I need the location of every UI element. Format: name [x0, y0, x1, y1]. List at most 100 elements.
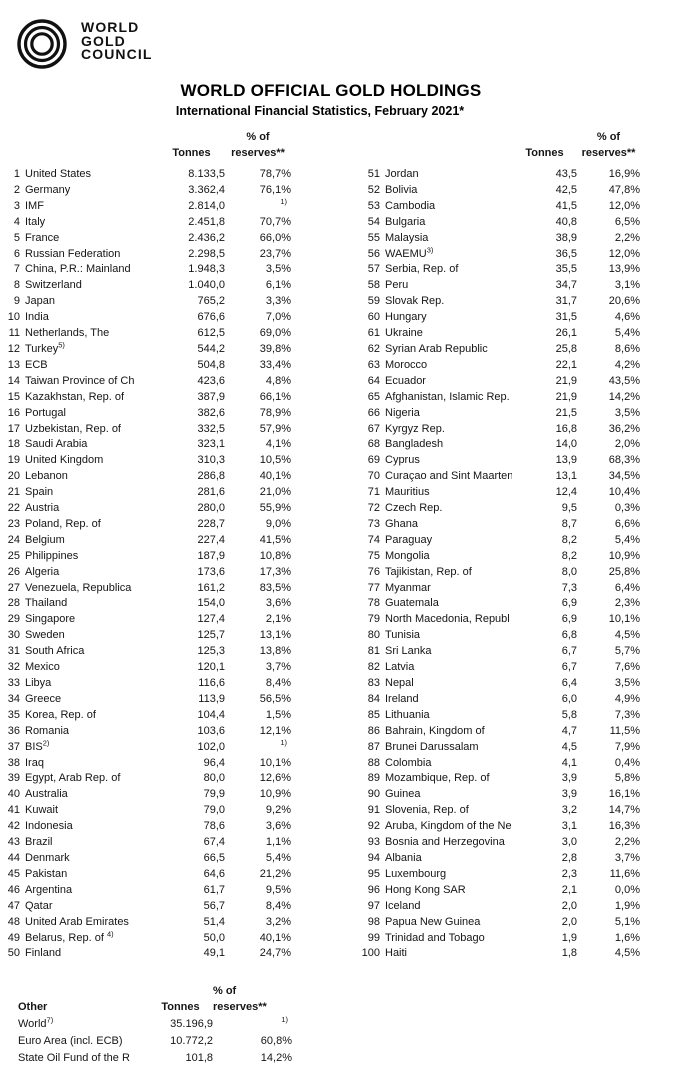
pct-reserves-value: 3,2%	[265, 915, 291, 928]
holder-name: Kyrgyz Rep.	[385, 422, 445, 435]
concentric-circles-icon	[17, 19, 67, 69]
pct-reserves-value: 6,5%	[614, 215, 640, 228]
table-row: 12 Turkey5) 544,2 39,8%	[6, 342, 291, 358]
table-row: 20 Lebanon 286,8 40,1%	[6, 469, 291, 485]
holder-name: State Oil Fund of the R	[18, 1051, 130, 1064]
tonnes-value: 79,0	[203, 804, 225, 817]
tonnes-value: 21,9	[555, 374, 577, 387]
row-rank: 43	[7, 836, 20, 849]
pct-reserves-value: 33,4%	[259, 358, 291, 371]
row-rank: 40	[7, 788, 20, 801]
row-rank: 28	[7, 597, 20, 610]
tonnes-value: 4,5	[561, 740, 577, 753]
tonnes-header: Tonnes	[161, 1001, 200, 1013]
row-rank: 51	[367, 168, 380, 180]
table-row: 21 Spain 281,6 21,0%	[6, 485, 291, 501]
tonnes-value: 5,8	[561, 708, 577, 721]
row-rank: 95	[367, 867, 380, 880]
holder-name: Singapore	[25, 613, 76, 626]
table-row: 100 Haiti 1,8 4,5%	[345, 946, 640, 962]
pct-reserves-value: 10,4%	[608, 486, 640, 499]
table-row: 92 Aruba, Kingdom of the Ne 3,1 16,3%	[345, 819, 640, 835]
pct-reserves-value: 39,8%	[259, 342, 291, 355]
tonnes-value: 423,6	[197, 374, 225, 387]
holder-name: Libya	[25, 677, 52, 689]
tonnes-value: 49,1	[203, 947, 225, 960]
pct-reserves-value: 24,7%	[259, 947, 291, 960]
pct-reserves-value: 1)	[280, 197, 287, 207]
holder-name: IMF	[25, 199, 44, 212]
tonnes-value: 22,1	[555, 358, 577, 371]
tonnes-value: 104,4	[197, 708, 225, 721]
holder-name: Tunisia	[385, 629, 421, 642]
table-row: 81 Sri Lanka 6,7 5,7%	[345, 644, 640, 660]
pct-reserves-value: 5,8%	[614, 772, 640, 785]
holder-name: Hungary	[385, 311, 427, 324]
tonnes-value: 120,1	[197, 661, 225, 674]
holder-name: Japan	[25, 295, 55, 308]
holder-name: Brazil	[25, 836, 53, 849]
holder-name: Curaçao and Sint Maarten	[385, 470, 512, 483]
row-rank: 93	[367, 836, 380, 849]
pct-reserves-value: 2,2%	[614, 836, 640, 849]
pct-reserves-value: 13,8%	[259, 645, 291, 658]
world-gold-council-logo: WORLD GOLD COUNCIL	[16, 17, 152, 69]
pct-reserves-value: 10,1%	[259, 756, 291, 769]
table-row: 91 Slovenia, Rep. of 3,2 14,7%	[345, 803, 640, 819]
holder-name: Turkey5)	[25, 341, 65, 355]
row-rank: 6	[13, 247, 20, 260]
pct-reserves-value: 60,8%	[260, 1034, 292, 1047]
table-body-right: 51 Jordan 43,5 16,9% 52 Bolivia 42,5 47,8% 53 Cam…	[345, 167, 640, 962]
table-row: 76 Tajikistan, Rep. of 8,0 25,8%	[345, 565, 640, 581]
table-row: 64 Ecuador 21,9 43,5%	[345, 374, 640, 390]
pct-reserves-value: 12,0%	[608, 247, 640, 260]
pct-reserves-value: 11,5%	[609, 724, 640, 737]
holder-name: Belarus, Rep. of 4)	[25, 930, 114, 944]
holder-name: France	[25, 231, 60, 244]
tonnes-value: 2,3	[561, 867, 577, 880]
pct-reserves-value: 2,0%	[614, 438, 640, 451]
table-row: 83 Nepal 6,4 3,5%	[345, 676, 640, 692]
row-rank: 42	[7, 820, 20, 833]
table-row: 57 Serbia, Rep. of 35,5 13,9%	[345, 262, 640, 278]
holder-name: Thailand	[25, 597, 68, 610]
holder-name: Spain	[25, 486, 54, 499]
table-row: 69 Cyprus 13,9 68,3%	[345, 453, 640, 469]
row-rank: 84	[367, 692, 380, 705]
row-rank: 32	[7, 661, 20, 674]
pct-reserves-value: 12,0%	[608, 199, 640, 212]
pct-reserves-value: 10,8%	[259, 549, 291, 562]
tonnes-value: 504,8	[197, 358, 225, 371]
table-row: 19 United Kingdom 310,3 10,5%	[6, 453, 291, 469]
row-rank: 81	[367, 645, 380, 658]
table-row: 72 Czech Rep. 9,5 0,3%	[345, 501, 640, 517]
table-row: 42 Indonesia 78,6 3,6%	[6, 819, 291, 835]
pct-reserves-value: 25,8%	[608, 565, 640, 578]
tonnes-value: 56,7	[203, 899, 225, 912]
holder-name: Mexico	[25, 661, 60, 674]
page-subtitle: International Financial Statistics, Febr…	[175, 104, 465, 118]
table-row: 29 Singapore 127,4 2,1%	[6, 612, 291, 628]
tonnes-value: 41,5	[555, 199, 577, 212]
row-rank: 96	[367, 883, 380, 896]
row-rank: 47	[7, 899, 20, 912]
table-row: 58 Peru 34,7 3,1%	[345, 278, 640, 294]
holder-name: Kuwait	[25, 804, 59, 817]
holder-name: World7)	[18, 1016, 54, 1030]
holder-name: Pakistan	[25, 867, 68, 880]
holder-name: South Africa	[25, 645, 85, 658]
tonnes-value: 387,9	[197, 390, 225, 403]
pct-reserves-value: 55,9%	[259, 502, 291, 515]
table-row: 89 Mozambique, Rep. of 3,9 5,8%	[345, 771, 640, 787]
row-rank: 58	[367, 279, 380, 292]
tonnes-value: 6,8	[561, 629, 577, 642]
tonnes-value: 6,9	[561, 597, 577, 610]
holder-name: Lebanon	[25, 470, 68, 483]
pct-reserves-value: 7,6%	[614, 661, 640, 674]
row-rank: 45	[7, 867, 20, 880]
tonnes-value: 31,5	[555, 311, 577, 324]
pct-reserves-value: 3,7%	[614, 851, 640, 864]
tonnes-value: 4,1	[561, 756, 577, 769]
pct-reserves-value: 40,1%	[259, 931, 291, 944]
row-rank: 71	[367, 486, 380, 499]
